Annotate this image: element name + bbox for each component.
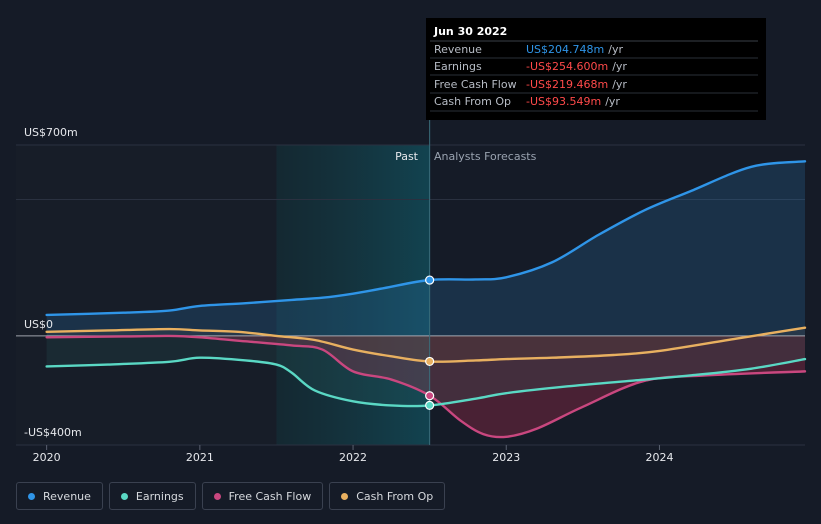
tooltip-row-earnings: Earnings -US$254.600m/yr: [434, 60, 627, 73]
earnings-line: [45, 356, 807, 408]
x-tick-label: 2023: [492, 451, 520, 464]
tooltip-cfo-label: Cash From Op: [434, 95, 511, 108]
revenue-area: [46, 161, 806, 336]
forecast-label: Analysts Forecasts: [434, 150, 537, 163]
free-cash-flow-dot-icon: [213, 492, 221, 500]
y-tick-label: US$700m: [24, 126, 78, 139]
tooltip-cfo-value: -US$93.549m/yr: [526, 95, 620, 108]
tooltip-earnings-value: -US$254.600m/yr: [526, 60, 627, 73]
x-tick-label: 2021: [186, 451, 214, 464]
x-tick-label: 2022: [339, 451, 367, 464]
cash-from-op-dot-icon: [341, 492, 349, 500]
tooltip-fcf-amount: -US$219.468m: [526, 78, 608, 91]
legend-item-free-cash-flow[interactable]: Free Cash Flow: [201, 482, 324, 510]
tooltip-earnings-label: Earnings: [434, 60, 482, 73]
earnings-area: [46, 335, 806, 407]
legend-label-revenue: Revenue: [43, 489, 91, 503]
tooltip-cfo-unit: /yr: [605, 95, 620, 108]
tooltip: Jun 30 2022 Revenue US$204.748m/yr Earni…: [426, 18, 766, 120]
x-axis: 2020 2021 2022 2023 2024: [33, 445, 673, 464]
free-cash-flow-area: [46, 335, 806, 438]
y-axis: US$700m US$0 -US$400m: [24, 126, 82, 439]
past-region-highlight: [276, 145, 430, 445]
tooltip-date: Jun 30 2022: [433, 25, 507, 38]
earnings-dot-icon: [120, 492, 128, 500]
cash-from-op-marker: [425, 356, 435, 367]
tooltip-revenue-unit: /yr: [608, 43, 623, 56]
tooltip-row-free-cash-flow: Free Cash Flow -US$219.468m/yr: [434, 78, 627, 91]
legend-item-revenue[interactable]: Revenue: [16, 482, 103, 510]
tooltip-row-cash-from-op: Cash From Op -US$93.549m/yr: [434, 95, 620, 108]
cash-from-op-line: [45, 326, 807, 363]
past-label: Past: [395, 150, 419, 163]
y-tick-label: -US$400m: [24, 426, 82, 439]
earnings-marker: [425, 400, 435, 410]
tooltip-earnings-amount: -US$254.600m: [526, 60, 608, 73]
tooltip-earnings-unit: /yr: [612, 60, 627, 73]
legend-item-earnings[interactable]: Earnings: [108, 482, 196, 510]
tooltip-revenue-value: US$204.748m/yr: [526, 43, 623, 56]
revenue-line: [45, 160, 807, 317]
legend-label-free-cash-flow: Free Cash Flow: [228, 489, 312, 503]
legend-label-earnings: Earnings: [135, 489, 184, 503]
tooltip-fcf-value: -US$219.468m/yr: [526, 78, 627, 91]
legend-item-cash-from-op[interactable]: Cash From Op: [329, 482, 446, 510]
revenue-dot-icon: [28, 492, 35, 500]
tooltip-fcf-label: Free Cash Flow: [434, 78, 517, 91]
tooltip-fcf-unit: /yr: [612, 78, 627, 91]
free-cash-flow-line: [45, 334, 807, 439]
revenue-marker: [425, 275, 435, 285]
highlight-markers: [425, 275, 435, 410]
tooltip-revenue-label: Revenue: [434, 43, 482, 56]
series-lines: [45, 160, 807, 439]
x-tick-label: 2020: [33, 451, 61, 464]
free-cash-flow-marker: [425, 391, 435, 401]
tooltip-revenue-amount: US$204.748m: [526, 43, 604, 56]
y-tick-label: US$0: [24, 318, 53, 331]
tooltip-box: [426, 18, 766, 120]
tooltip-row-revenue: Revenue US$204.748m/yr: [434, 43, 623, 56]
legend: Revenue Earnings Free Cash Flow Cash Fro…: [16, 482, 446, 512]
x-tick-label: 2024: [645, 451, 673, 464]
tooltip-cfo-amount: -US$93.549m: [526, 95, 601, 108]
legend-label-cash-from-op: Cash From Op: [356, 489, 434, 503]
